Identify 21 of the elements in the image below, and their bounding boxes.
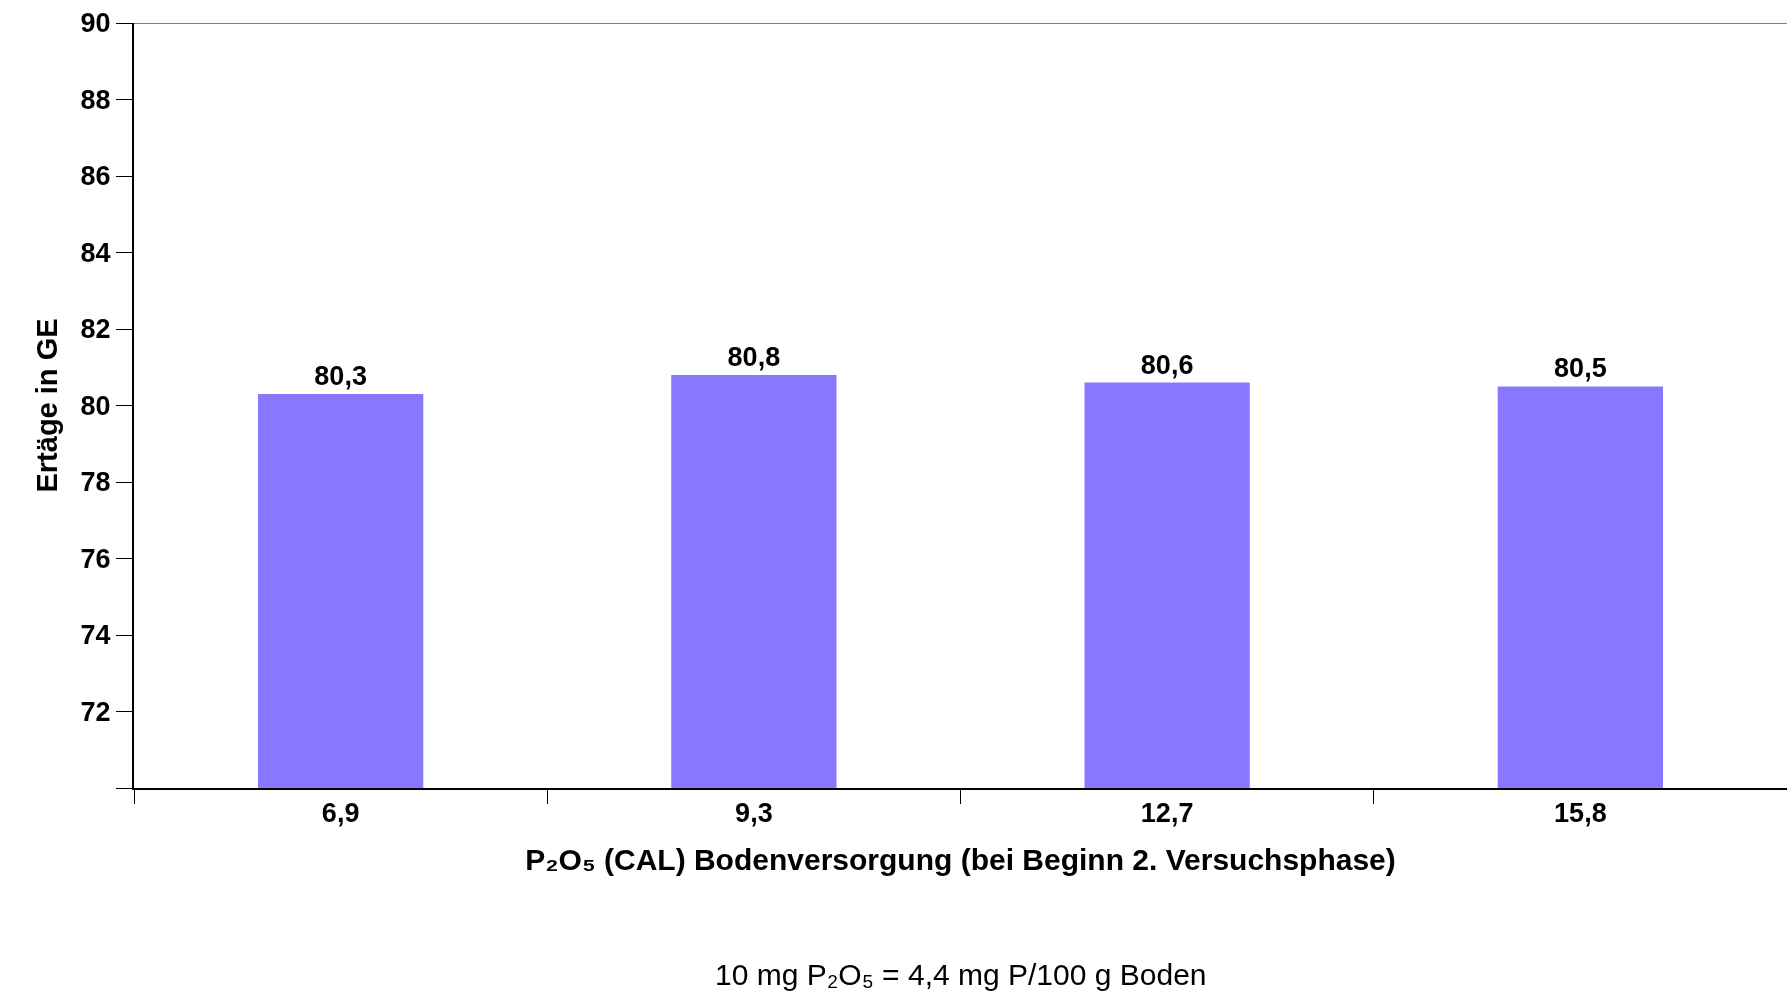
y-tick-label: 80 — [80, 390, 111, 421]
y-tick-label: 86 — [80, 161, 111, 192]
y-tick-label: 90 — [80, 8, 111, 39]
text: 10 mg P₂O₅ = 4,4 mg P/100 g Boden — [715, 958, 1207, 991]
x-tick-label: 15,8 — [1554, 798, 1607, 829]
y-tick-label: 82 — [80, 314, 111, 345]
y-tick-label: 72 — [80, 696, 111, 727]
data-label: 80,3 — [314, 361, 367, 392]
data-label: 80,5 — [1554, 353, 1607, 384]
y-tick-label: 88 — [80, 84, 111, 115]
x-axis-title: P₂O₅ (CAL) Bodenversorgung (bei Beginn 2. Versuchsphase) — [525, 843, 1396, 877]
y-tick-label: 84 — [80, 237, 111, 268]
x-tick-label: 6,9 — [321, 798, 360, 829]
y-axis-title: Ertäge in GE — [31, 318, 64, 493]
y-tick-label: 76 — [80, 543, 111, 574]
x-tick-label: 9,3 — [735, 798, 773, 829]
data-label: 80,6 — [1140, 349, 1194, 380]
y-tick-label: 78 — [80, 467, 111, 498]
y-tick-label: 74 — [80, 620, 111, 651]
data-label: 80,8 — [727, 341, 781, 372]
x-tick-label: 12,7 — [1140, 798, 1194, 829]
